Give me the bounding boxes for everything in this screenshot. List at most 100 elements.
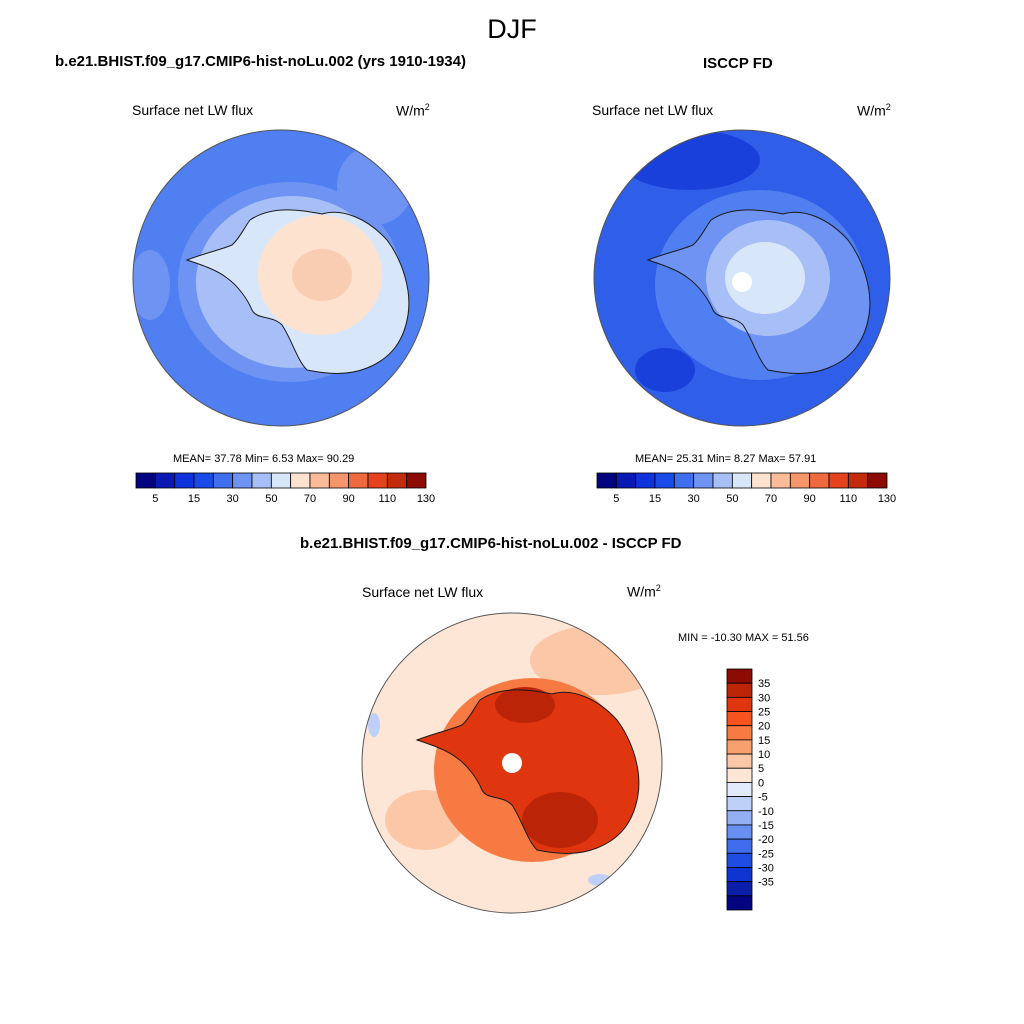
obs-colorbar-swatch	[751, 472, 772, 489]
diff-land-dark-patch	[522, 792, 598, 848]
obs-variable-label: Surface net LW flux	[592, 102, 714, 118]
diff-colorbar-swatch	[726, 824, 753, 840]
obs-colorbar-tick-label: 5	[613, 493, 619, 505]
obs-colorbar-swatch	[673, 472, 695, 489]
model-colorbar-swatch	[328, 472, 350, 489]
obs-colorbar-swatch	[654, 472, 675, 489]
diff-map-border	[361, 612, 663, 914]
model-colorbar-tick-label: 30	[227, 493, 239, 505]
diff-colorbar-tick-label: -25	[758, 848, 774, 860]
obs-colorbar-tick-label: 15	[649, 493, 661, 505]
obs-colorbar-swatch	[867, 472, 888, 489]
diff-colorbar-tick-label: 30	[758, 692, 770, 704]
model-colorbar-swatch	[251, 472, 272, 489]
diff-colorbar-swatch	[726, 767, 753, 783]
model-colorbar-swatch	[135, 472, 156, 489]
diff-colorbar-tick-label: -20	[758, 834, 774, 846]
model-colorbar-tick-label: 5	[152, 493, 158, 505]
diff-colorbar-swatch	[726, 796, 753, 812]
obs-colorbar-swatch	[828, 472, 849, 489]
obs-colorbar-swatch	[847, 472, 869, 489]
figure-title: DJF	[487, 14, 537, 44]
model-colorbar: 5 15 30 50 70 90 110 130	[135, 472, 435, 505]
obs-colorbar-swatch	[789, 472, 811, 489]
model-colorbar-swatch	[367, 472, 388, 489]
model-colorbar-swatch	[386, 472, 408, 489]
diff-colorbar-swatch	[726, 725, 753, 741]
diff-polar-map	[362, 613, 662, 913]
model-colorbar-tick-label: 50	[265, 493, 277, 505]
model-colorbar-swatch	[174, 472, 195, 489]
diff-colorbar-tick-label: -35	[758, 877, 774, 889]
model-variable-label: Surface net LW flux	[132, 102, 254, 118]
obs-pole-hole	[732, 272, 752, 292]
model-panel-header: b.e21.BHIST.f09_g17.CMIP6-hist-noLu.002 …	[55, 53, 466, 70]
model-colorbar-swatch	[290, 472, 311, 489]
diff-stats-text: MIN = -10.30 MAX = 51.56	[678, 632, 809, 644]
model-colorbar-tick-label: 70	[304, 493, 316, 505]
diff-units-label: W/m2	[627, 583, 661, 600]
obs-colorbar-tick-label: 110	[840, 493, 858, 505]
diff-colorbar-tick-label: 10	[758, 749, 770, 761]
obs-colorbar: 5 15 30 50 70 90 110 130	[596, 472, 896, 505]
diff-colorbar-swatch	[726, 668, 753, 684]
diff-colorbar-swatch	[726, 838, 753, 854]
diff-colorbar-tick-label: -30	[758, 862, 774, 874]
obs-colorbar-tick-label: 50	[726, 493, 738, 505]
diff-ocean-blue-patch-west	[368, 713, 380, 737]
obs-units-label: W/m2	[857, 102, 891, 119]
model-colorbar-tick-label: 130	[417, 493, 435, 505]
obs-stats-text: MEAN= 25.31 Min= 8.27 Max= 57.91	[635, 453, 817, 465]
model-colorbar-swatch	[309, 472, 330, 489]
obs-polar-map	[594, 130, 890, 426]
obs-map-border	[593, 129, 891, 427]
obs-colorbar-swatch	[596, 472, 617, 489]
obs-colorbar-tick-label: 90	[804, 493, 816, 505]
diff-colorbar-tick-label: -5	[758, 792, 768, 804]
model-colorbar-tick-label: 90	[343, 493, 355, 505]
model-colorbar-tick-label: 110	[379, 493, 397, 505]
diff-colorbar-swatch	[726, 810, 753, 826]
diff-colorbar-swatch	[726, 881, 753, 897]
diff-colorbar-tick-label: 15	[758, 735, 770, 747]
diff-colorbar-tick-label: -10	[758, 806, 774, 818]
diff-colorbar-tick-label: 20	[758, 721, 770, 733]
obs-colorbar-tick-label: 130	[878, 493, 896, 505]
diff-colorbar-swatch	[726, 782, 753, 797]
model-colorbar-swatch	[270, 472, 292, 489]
model-polar-map	[133, 130, 429, 426]
obs-colorbar-swatch	[712, 472, 733, 489]
diff-panel-header: b.e21.BHIST.f09_g17.CMIP6-hist-noLu.002 …	[300, 535, 682, 552]
diff-colorbar-swatch	[726, 696, 753, 712]
model-colorbar-swatch	[154, 472, 176, 489]
diff-colorbar: 35 30 25 20 15 10 5 0 -5 -10 -15 -20 -25 -30 -35	[726, 668, 774, 911]
diff-pole-hole	[502, 753, 522, 773]
diff-colorbar-swatch	[726, 867, 753, 883]
model-stats-text: MEAN= 37.78 Min= 6.53 Max= 90.29	[173, 453, 355, 465]
obs-colorbar-swatch	[770, 472, 791, 489]
model-colorbar-swatch	[348, 472, 369, 489]
obs-colorbar-tick-label: 70	[765, 493, 777, 505]
obs-colorbar-swatch	[615, 472, 637, 489]
model-ocean-light-patch-west	[133, 250, 170, 320]
diff-colorbar-swatch	[726, 895, 753, 911]
diff-colorbar-tick-label: 35	[758, 678, 770, 690]
diff-colorbar-swatch	[726, 753, 753, 769]
model-colorbar-swatch	[212, 472, 234, 489]
obs-interior-core	[725, 242, 805, 314]
model-colorbar-swatch	[232, 472, 253, 489]
model-interior-core	[292, 249, 352, 301]
obs-colorbar-swatch	[693, 472, 714, 489]
diff-colorbar-tick-label: 0	[758, 777, 764, 789]
model-units-label: W/m2	[396, 102, 430, 119]
obs-colorbar-swatch	[809, 472, 830, 489]
diff-colorbar-tick-label: 5	[758, 763, 764, 775]
obs-colorbar-swatch	[635, 472, 656, 489]
diff-colorbar-swatch	[726, 852, 753, 868]
obs-colorbar-swatch	[731, 472, 753, 489]
obs-ocean-dark-patch-southwest	[635, 348, 695, 392]
diff-colorbar-tick-label: 25	[758, 707, 770, 719]
obs-panel-header: ISCCP FD	[703, 55, 773, 72]
